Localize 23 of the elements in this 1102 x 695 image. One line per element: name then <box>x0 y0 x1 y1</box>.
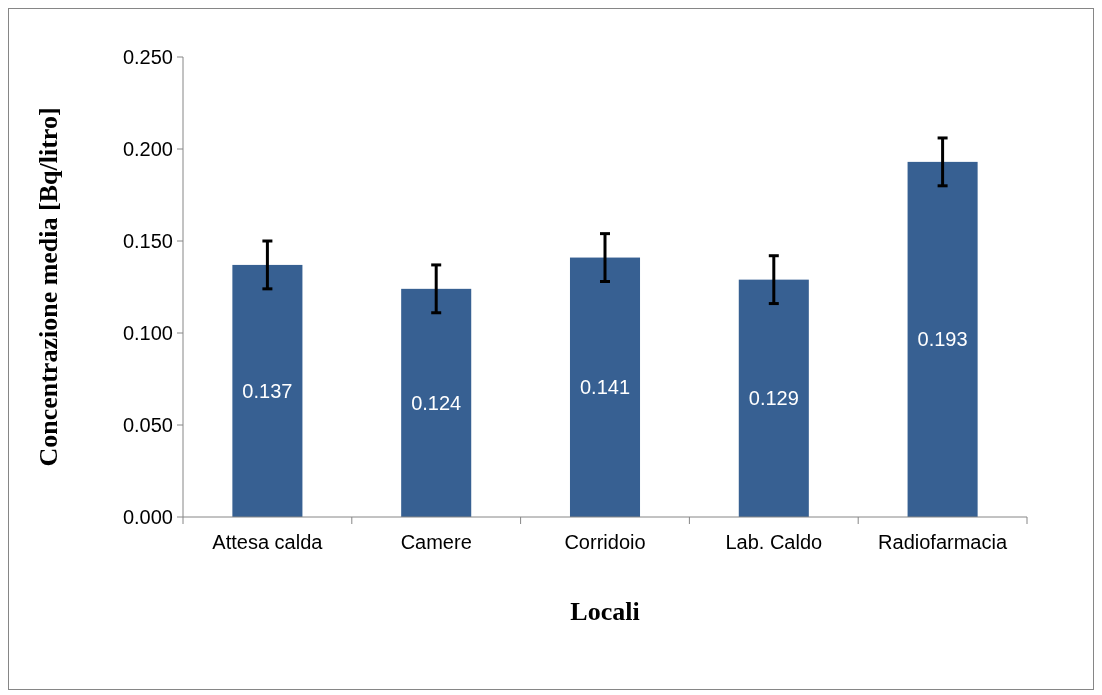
data-label: 0.141 <box>579 376 631 399</box>
x-tick-label: Attesa calda <box>212 531 324 553</box>
y-axis-title: Concentrazione media [Bq/litro] <box>34 107 63 467</box>
bar <box>232 264 303 517</box>
y-tick-label: 0.000 <box>122 506 173 528</box>
bar <box>738 279 809 517</box>
y-tick-label: 0.250 <box>122 46 173 68</box>
x-tick-label: Radiofarmacia <box>878 531 1008 553</box>
y-tick-label: 0.200 <box>122 138 173 160</box>
x-tick-label: Corridoio <box>564 531 646 553</box>
data-label: 0.193 <box>917 328 968 351</box>
y-tick-label: 0.150 <box>122 230 173 252</box>
y-tick-label: 0.050 <box>122 414 173 436</box>
x-tick-label: Lab. Caldo <box>725 531 823 553</box>
bar <box>569 257 641 517</box>
bar <box>401 288 472 517</box>
bar <box>907 161 978 517</box>
x-tick-label: Camere <box>400 531 472 553</box>
y-tick-label: 0.100 <box>122 322 173 344</box>
x-axis-title: Locali <box>570 597 640 626</box>
data-label: 0.124 <box>411 391 462 414</box>
data-label: 0.129 <box>748 387 799 410</box>
data-label: 0.137 <box>242 379 293 402</box>
